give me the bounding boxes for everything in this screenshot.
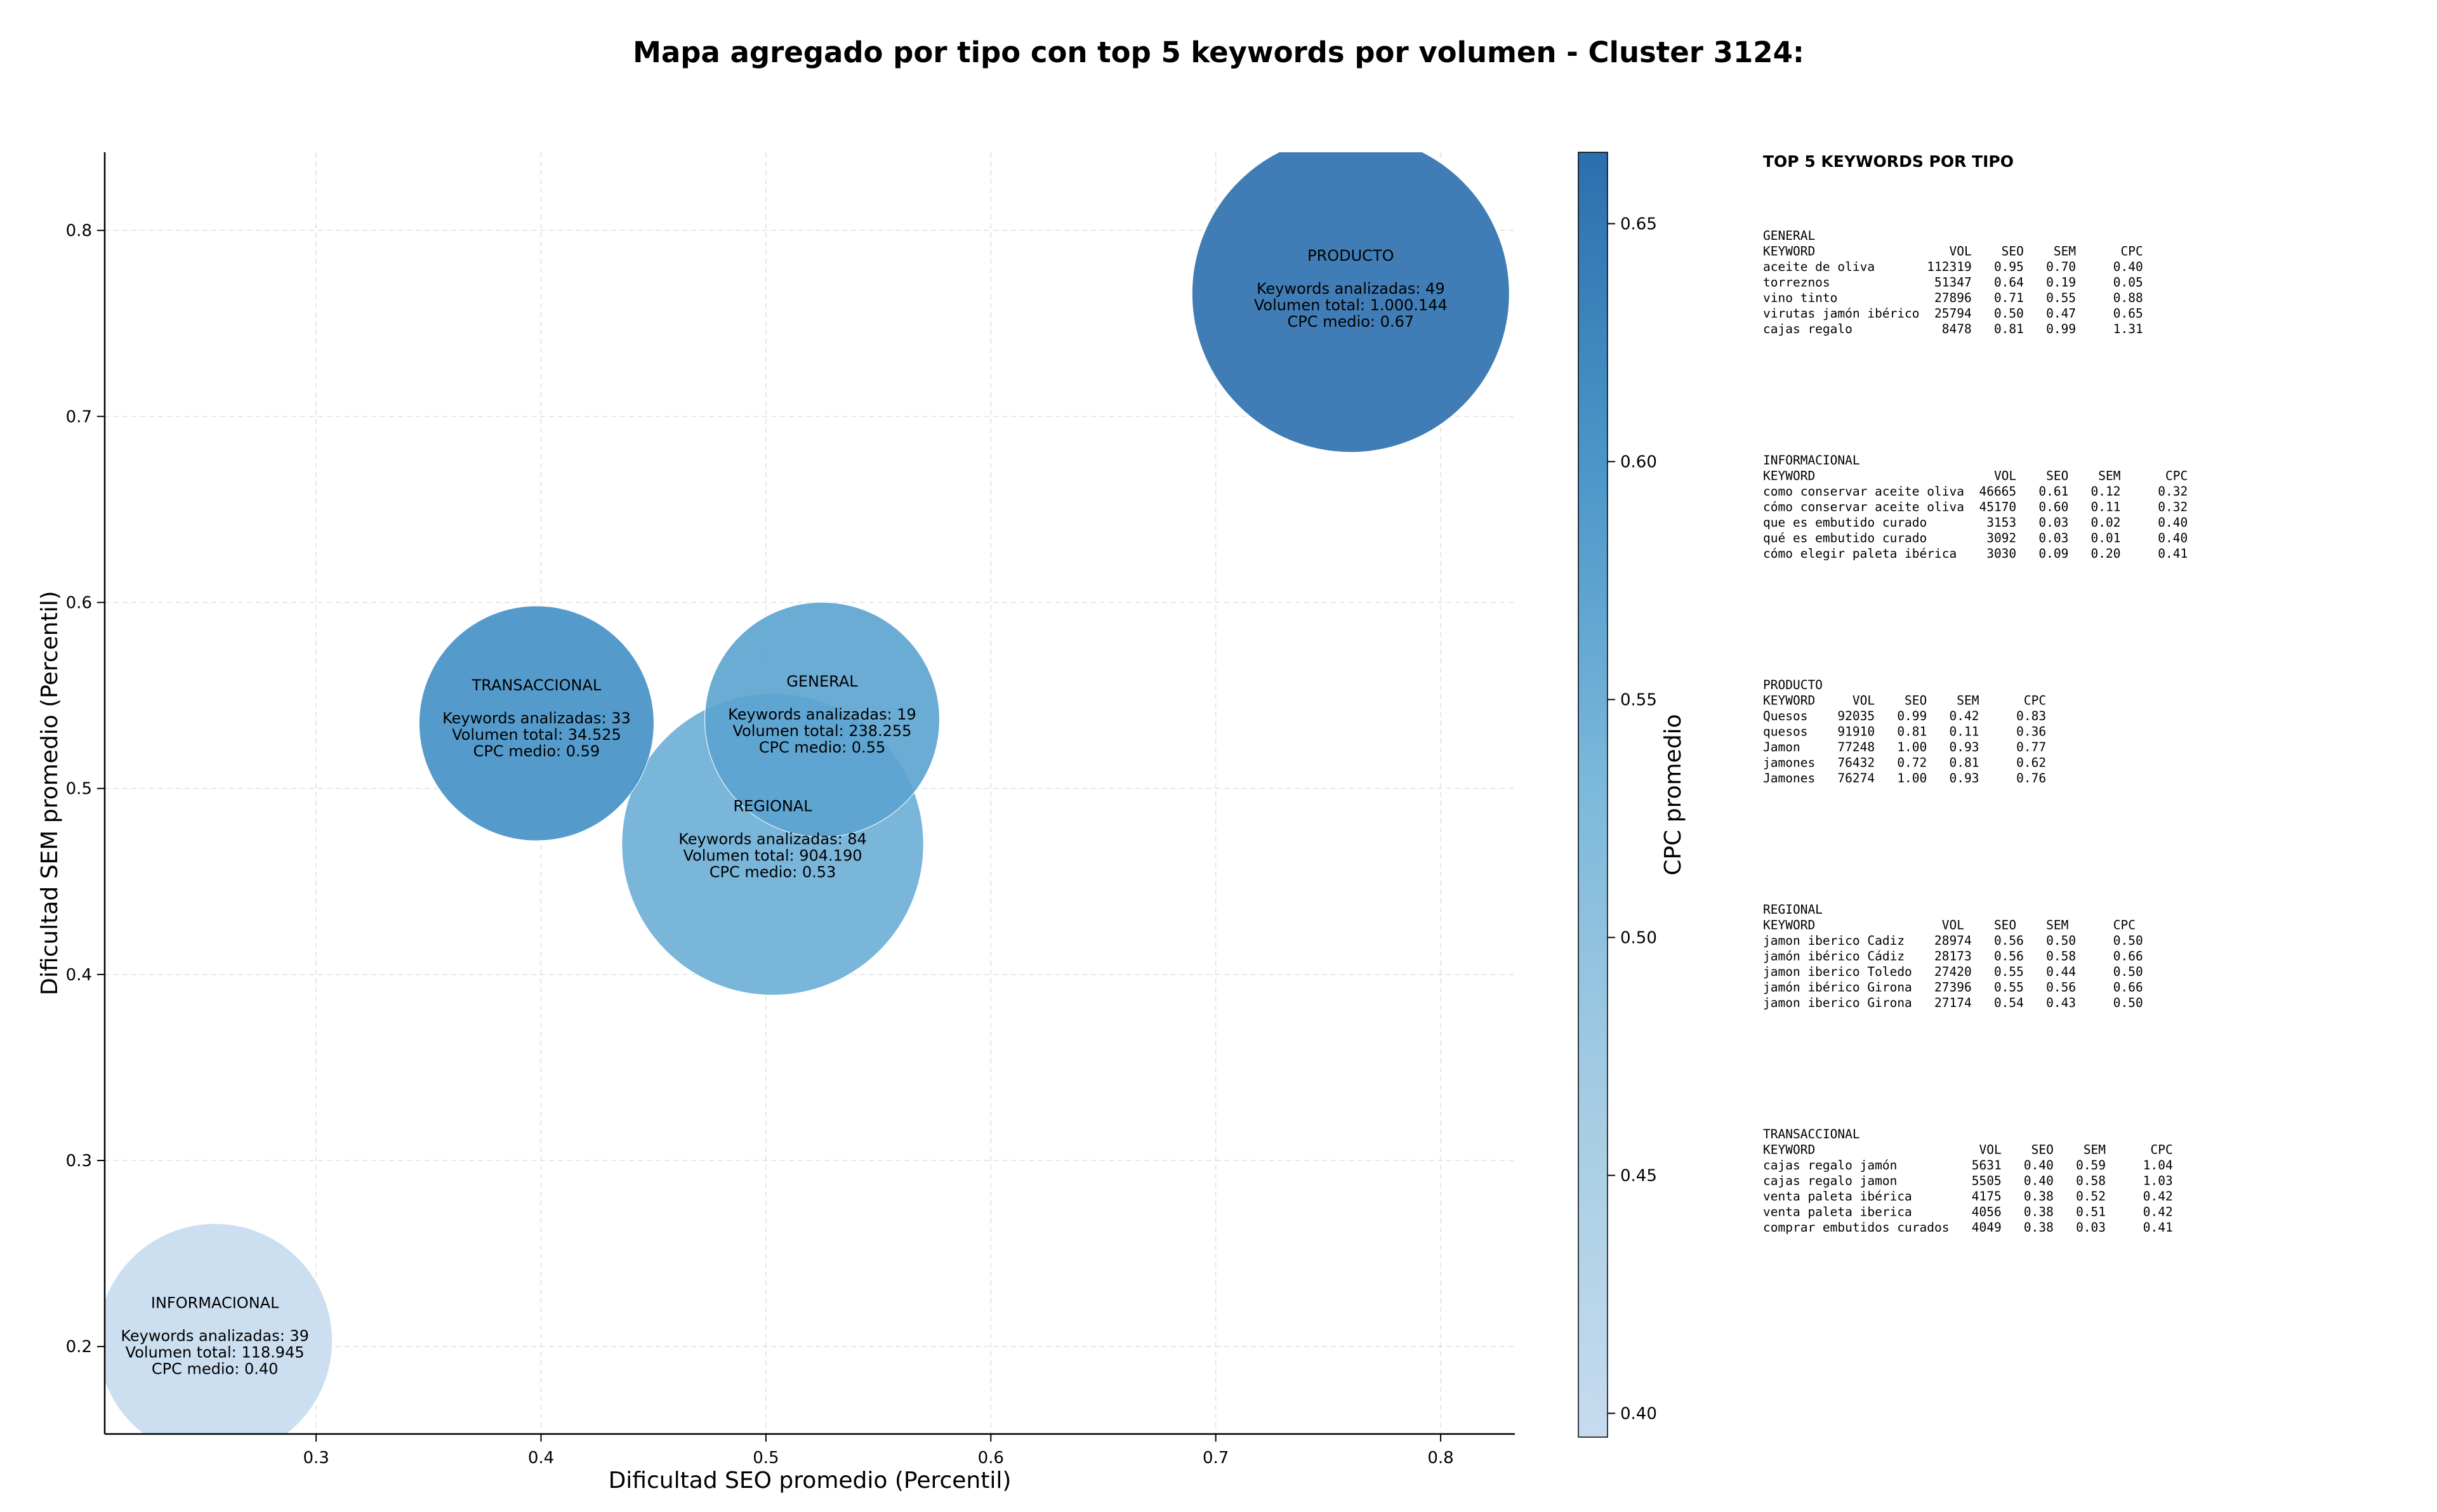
bubble-stat-general: CPC medio: 0.55 [759,739,886,756]
keywords-table-row: aceite de oliva 112319 0.95 0.70 0.40 [1763,260,2143,274]
bubble-stat-producto: Volumen total: 1.000.144 [1254,296,1448,314]
keywords-table-row: qué es embutido curado 3092 0.03 0.01 0.… [1763,531,2188,546]
colorbar-tick-label: 0.60 [1620,453,1657,472]
keywords-table-row: jamon iberico Girona 27174 0.54 0.43 0.5… [1763,996,2143,1010]
bubble-stat-general: Keywords analizadas: 19 [728,706,916,723]
bubble-general [704,602,940,838]
bubble-stat-producto: CPC medio: 0.67 [1288,313,1415,331]
y-tick-label: 0.2 [66,1338,92,1357]
colorbar-tick-label: 0.65 [1620,215,1657,234]
keywords-section-header: GENERAL [1763,228,1815,243]
keywords-table-row: cajas regalo 8478 0.81 0.99 1.31 [1763,322,2143,336]
y-tick-label: 0.7 [66,407,92,426]
x-tick-label: 0.7 [1203,1449,1229,1468]
colorbar-tick-label: 0.50 [1620,929,1657,948]
bubble-layer [105,152,1510,1434]
keywords-table-row: cajas regalo jamon 5505 0.40 0.58 1.03 [1763,1174,2173,1188]
keywords-table-row: cómo conservar aceite oliva 45170 0.60 0… [1763,500,2188,515]
y-tick-label: 0.5 [66,780,92,799]
keywords-table-row: como conservar aceite oliva 46665 0.61 0… [1763,484,2188,499]
keywords-table-row: cómo elegir paleta ibérica 3030 0.09 0.2… [1763,546,2188,561]
bubble-stat-transaccional: Volumen total: 34.525 [452,726,621,744]
keywords-table-row: quesos 91910 0.81 0.11 0.36 [1763,725,2046,739]
keywords-table-header: KEYWORD VOL SEO SEM CPC [1763,1143,2173,1157]
y-tick-label: 0.3 [66,1152,92,1171]
bubble-name-producto: PRODUCTO [1307,247,1394,265]
keywords-table-header: KEYWORD VOL SEO SEM CPC [1763,918,2136,933]
keywords-panel-title: TOP 5 KEYWORDS POR TIPO [1763,152,2014,171]
keywords-table-row: comprar embutidos curados 4049 0.38 0.03… [1763,1220,2173,1235]
axes-layer: 0.3 0.4 0.5 0.6 0.7 0.8 0.2 0.3 0.4 0.5 0.6 0.7 0.8 D… [37,152,1515,1494]
chart-title: Mapa agregado por tipo con top 5 keyword… [633,36,1804,69]
bubble-producto [1191,152,1510,453]
keywords-table-row: venta paleta ibérica 4175 0.38 0.52 0.42 [1763,1189,2173,1204]
bubble-stat-informacional: CPC medio: 0.40 [152,1360,279,1377]
bubble-stat-regional: CPC medio: 0.53 [710,864,836,881]
bubble-transaccional [418,605,654,841]
colorbar-label: CPC promedio [1660,714,1686,875]
colorbar-tick-label: 0.45 [1620,1167,1657,1186]
keywords-section-header: TRANSACCIONAL [1763,1127,1860,1141]
keywords-section-header: INFORMACIONAL [1763,453,1860,468]
colorbar-tick-label: 0.40 [1620,1405,1657,1424]
keywords-table-row: jamones 76432 0.72 0.81 0.62 [1763,756,2046,770]
bubble-informacional [105,1223,333,1434]
x-tick-label: 0.4 [528,1449,554,1468]
x-tick-label: 0.8 [1427,1449,1453,1468]
bubble-stat-general: Volumen total: 238.255 [733,722,912,740]
keywords-table-row: cajas regalo jamón 5631 0.40 0.59 1.04 [1763,1158,2173,1173]
bubble-name-informacional: INFORMACIONAL [151,1294,279,1311]
keywords-table-row: Jamon 77248 1.00 0.93 0.77 [1763,740,2046,754]
bubble-stat-transaccional: Keywords analizadas: 33 [442,709,631,727]
x-tick-label: 0.3 [303,1449,329,1468]
colorbar-gradient [1578,152,1608,1438]
x-tick-label: 0.6 [978,1449,1004,1468]
bubble-name-regional: REGIONAL [733,798,812,815]
bubble-stat-producto: Keywords analizadas: 49 [1257,280,1445,298]
bubble-stat-transaccional: CPC medio: 0.59 [473,742,600,760]
keywords-table-row: venta paleta iberica 4056 0.38 0.51 0.42 [1763,1205,2173,1219]
bubble-stat-regional: Volumen total: 904.190 [684,847,862,865]
keywords-table-header: KEYWORD VOL SEO SEM CPC [1763,469,2188,483]
keywords-table-header: KEYWORD VOL SEO SEM CPC [1763,694,2046,708]
y-tick-label: 0.8 [66,221,92,240]
colorbar-tick-label: 0.55 [1620,691,1657,710]
y-tick-label: 0.6 [66,593,92,612]
x-axis-label: Dificultad SEO promedio (Percentil) [609,1468,1012,1494]
keywords-table-row: jamon iberico Cadiz 28974 0.56 0.50 0.50 [1763,933,2143,948]
keywords-table-row: virutas jamón ibérico 25794 0.50 0.47 0.… [1763,306,2143,321]
colorbar: 0.40 0.45 0.50 0.55 0.60 0.65 CPC promedio [1578,152,1686,1438]
keywords-section-header: PRODUCTO [1763,678,1823,692]
bubble-stat-informacional: Keywords analizadas: 39 [121,1327,309,1344]
bubble-stat-regional: Keywords analizadas: 84 [678,831,867,848]
keywords-table-row: vino tinto 27896 0.71 0.55 0.88 [1763,291,2143,305]
keywords-table-row: que es embutido curado 3153 0.03 0.02 0.… [1763,515,2188,530]
y-tick-label: 0.4 [66,966,92,985]
keywords-section-header: REGIONAL [1763,902,1823,917]
bubble-name-general: GENERAL [786,673,858,690]
keywords-table-row: jamon iberico Toledo 27420 0.55 0.44 0.5… [1763,964,2143,979]
keywords-table-row: jamón ibérico Cádiz 28173 0.56 0.58 0.66 [1763,949,2143,964]
x-tick-label: 0.5 [753,1449,779,1468]
keywords-table-row: jamón ibérico Girona 27396 0.55 0.56 0.6… [1763,980,2143,995]
bubble-name-transaccional: TRANSACCIONAL [472,676,602,694]
keywords-table-header: KEYWORD VOL SEO SEM CPC [1763,244,2143,259]
bubble-stat-informacional: Volumen total: 118.945 [126,1343,305,1361]
y-axis-label: Dificultad SEM promedio (Percentil) [37,591,63,996]
keywords-table-row: Jamones 76274 1.00 0.93 0.76 [1763,771,2046,786]
keywords-table-row: torreznos 51347 0.64 0.19 0.05 [1763,275,2143,290]
keywords-table-row: Quesos 92035 0.99 0.42 0.83 [1763,709,2046,723]
